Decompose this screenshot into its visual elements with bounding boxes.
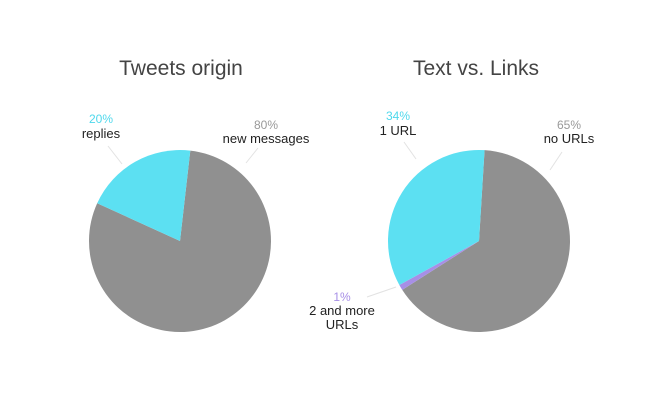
pie-group bbox=[88, 149, 271, 332]
leader-line bbox=[366, 286, 397, 298]
pie-slice bbox=[88, 150, 271, 332]
leader-line bbox=[107, 145, 123, 165]
chart-title: Tweets origin bbox=[119, 57, 243, 80]
slice-category-label: no URLs bbox=[544, 131, 595, 146]
slice-category-label: 1 URL bbox=[380, 123, 417, 138]
pie-slice bbox=[399, 241, 479, 290]
leader-line bbox=[245, 147, 259, 164]
leader-line bbox=[549, 151, 563, 171]
leader-line bbox=[403, 141, 417, 160]
slice-category-label: 2 and more URLs bbox=[309, 303, 375, 332]
tweets-origin-chart: Tweets origin 20% replies 80% new messag… bbox=[82, 57, 310, 332]
chart-title: Text vs. Links bbox=[413, 57, 539, 80]
pie-slice bbox=[97, 149, 191, 241]
pie-slice bbox=[402, 150, 571, 333]
slice-category-label: new messages bbox=[223, 131, 310, 146]
slice-category-label: replies bbox=[82, 126, 121, 141]
slice-percent-label: 65% bbox=[557, 118, 581, 132]
slice-percent-label: 1% bbox=[333, 290, 351, 304]
slice-percent-label: 34% bbox=[386, 109, 410, 123]
slice-percent-label: 20% bbox=[89, 112, 113, 126]
pie-slice bbox=[387, 149, 485, 285]
pie-group bbox=[387, 149, 571, 333]
slice-percent-label: 80% bbox=[254, 118, 278, 132]
text-vs-links-chart: Text vs. Links 34% 1 URL 65% no URLs 1% … bbox=[309, 57, 595, 333]
